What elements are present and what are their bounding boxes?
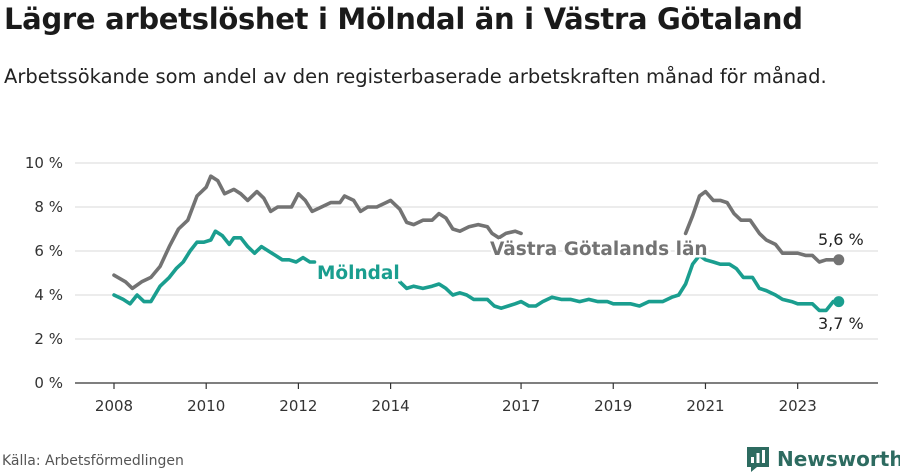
y-tick-label: 10 % <box>25 154 63 172</box>
y-tick-label: 6 % <box>34 242 63 260</box>
y-tick-label: 4 % <box>34 286 63 304</box>
series-label-molndal: Mölndal <box>317 263 400 284</box>
brand-name: Newsworthy <box>777 447 900 471</box>
x-tick-label: 2019 <box>594 397 632 415</box>
end-value-label-vg: 5,6 % <box>818 230 864 249</box>
y-tick-label: 8 % <box>34 198 63 216</box>
x-tick-label: 2010 <box>187 397 225 415</box>
end-point-molndal <box>833 296 845 308</box>
newsworthy-logo-icon <box>747 447 769 472</box>
chart-title: Lägre arbetslöshet i Mölndal än i Västra… <box>4 2 803 36</box>
series-line-molndal-a <box>112 229 317 306</box>
x-tick-label: 2012 <box>279 397 317 415</box>
end-value-label-molndal: 3,7 % <box>818 314 864 333</box>
x-tick-label: 2017 <box>502 397 540 415</box>
series-line-molndal-b <box>398 253 840 313</box>
source-note: Källa: Arbetsförmedlingen <box>2 453 184 469</box>
x-tick-label: 2008 <box>95 397 133 415</box>
x-tick-label: 2023 <box>779 397 817 415</box>
end-point-vg <box>833 254 845 266</box>
x-tick-label: 2014 <box>372 397 410 415</box>
series-label-vg: Västra Götalands län <box>490 239 708 260</box>
x-tick-label: 2021 <box>686 397 724 415</box>
series-line-vg-b <box>683 189 840 264</box>
brand-logo: Newsworthy <box>745 444 900 474</box>
chart-subtitle: Arbetssökande som andel av den registerb… <box>4 65 827 88</box>
y-tick-label: 2 % <box>34 330 63 348</box>
series-line-vg-a <box>112 174 523 291</box>
y-tick-label: 0 % <box>34 374 63 392</box>
